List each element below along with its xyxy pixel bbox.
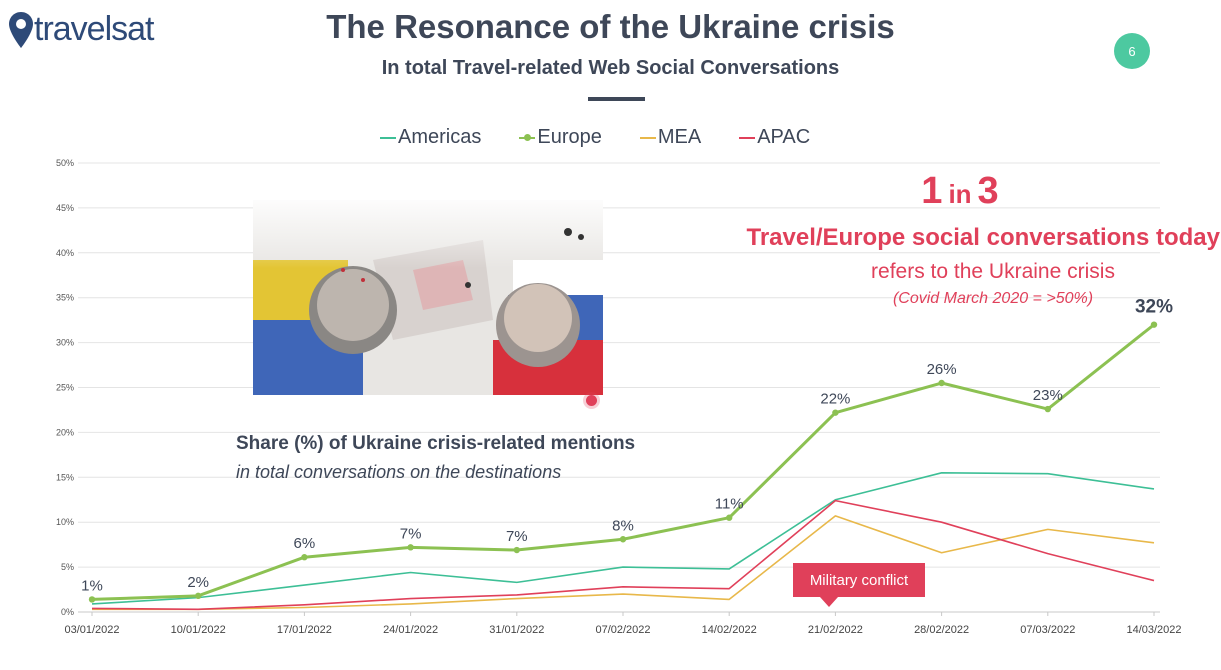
y-tick-label: 20%: [56, 427, 74, 437]
legend-label: APAC: [757, 126, 811, 148]
y-tick-label: 30%: [56, 338, 74, 348]
series-line-mea: [92, 515, 1155, 611]
callout-number-one: 1: [921, 170, 943, 212]
y-tick-label: 5%: [61, 562, 74, 572]
military-conflict-pointer: [820, 597, 838, 607]
x-tick-label: 07/03/2022: [1020, 624, 1075, 636]
red-dot-marker: [586, 395, 597, 406]
callout-headline: Travel/Europe social conversations today: [746, 224, 1220, 251]
europe-data-label: 22%: [820, 391, 850, 408]
logo-text: travelsat: [34, 10, 154, 48]
x-tick-label: 03/01/2022: [64, 624, 119, 636]
legend-label: MEA: [657, 126, 702, 148]
europe-data-label: 8%: [612, 517, 634, 534]
one-in-three-callout: 1 in 3: [700, 170, 1220, 213]
callout-number-three: 3: [977, 170, 999, 212]
y-tick-label: 25%: [56, 383, 74, 393]
europe-data-label: 26%: [927, 361, 957, 378]
europe-data-label: 7%: [506, 528, 528, 545]
legend-item-americas: Americas: [380, 126, 481, 149]
series-line-apac: [91, 499, 1155, 611]
europe-data-label: 6%: [294, 535, 316, 552]
legend-item-apac: APAC: [739, 126, 810, 149]
y-tick-label: 15%: [56, 472, 74, 482]
europe-point: [1150, 321, 1158, 328]
europe-point: [1044, 405, 1052, 413]
chart-legend: Americas Europe MEA APAC: [380, 126, 810, 149]
page-number-badge: 6: [1114, 33, 1150, 69]
share-label-title: Share (%) of Ukraine crisis-related ment…: [236, 433, 636, 454]
y-tick-label: 50%: [56, 158, 74, 168]
x-tick-label: 17/01/2022: [277, 624, 332, 636]
europe-point: [832, 409, 839, 416]
y-tick-label: 45%: [56, 203, 74, 213]
callout-note: (Covid March 2020 = >50%): [892, 290, 1094, 307]
legend-label: Europe: [537, 126, 602, 148]
x-tick-label: 24/01/2022: [383, 624, 438, 636]
legend-marker: [524, 133, 532, 141]
europe-data-label: 11%: [715, 496, 744, 513]
travelsat-logo: travelsat: [8, 10, 154, 49]
page-subtitle: In total Travel-related Web Social Conve…: [381, 57, 840, 79]
legend-item-europe: Europe: [519, 126, 602, 149]
legend-label: Americas: [398, 126, 482, 148]
legend-item-mea: MEA: [639, 126, 702, 149]
europe-data-label: 23%: [1033, 387, 1063, 404]
europe-data-label: 32%: [1135, 297, 1173, 318]
y-tick-label: 0%: [61, 607, 74, 617]
x-tick-label: 10/01/2022: [171, 624, 226, 636]
share-label-subtitle: in total conversations on the destinatio…: [236, 462, 562, 482]
legend-swatch: [380, 136, 396, 139]
europe-point: [407, 544, 414, 551]
x-tick-label: 28/02/2022: [914, 624, 969, 636]
europe-point: [301, 554, 308, 561]
europe-point: [619, 536, 627, 543]
europe-data-label: 1%: [81, 577, 103, 594]
europe-point: [195, 592, 202, 600]
europe-point: [938, 379, 945, 387]
europe-point: [513, 546, 520, 554]
location-pin-icon: [9, 11, 33, 48]
europe-data-label: 7%: [400, 525, 422, 542]
europe-point: [88, 596, 96, 603]
x-tick-label: 31/01/2022: [489, 624, 544, 636]
europe-data-label: 2%: [187, 574, 209, 591]
y-tick-label: 40%: [56, 248, 74, 258]
page-title: The Resonance of the Ukraine crisis: [326, 8, 895, 45]
series-line-americas: [91, 472, 1155, 605]
y-tick-label: 35%: [56, 293, 74, 303]
legend-swatch: [739, 136, 756, 139]
ukraine-russia-photo-collage: [253, 200, 603, 395]
y-tick-label: 10%: [56, 517, 74, 527]
x-tick-label: 21/02/2022: [808, 624, 863, 636]
x-tick-label: 14/02/2022: [702, 624, 757, 636]
legend-swatch: [639, 136, 656, 139]
callout-text: refers to the Ukraine crisis: [871, 260, 1115, 283]
x-tick-label: 07/02/2022: [595, 624, 650, 636]
x-tick-label: 14/03/2022: [1126, 624, 1181, 636]
legend-swatch: [519, 133, 536, 141]
title-divider: [588, 97, 645, 101]
callout-in: in: [948, 179, 972, 209]
military-conflict-label: Military conflict: [793, 563, 925, 597]
europe-point: [726, 514, 733, 521]
